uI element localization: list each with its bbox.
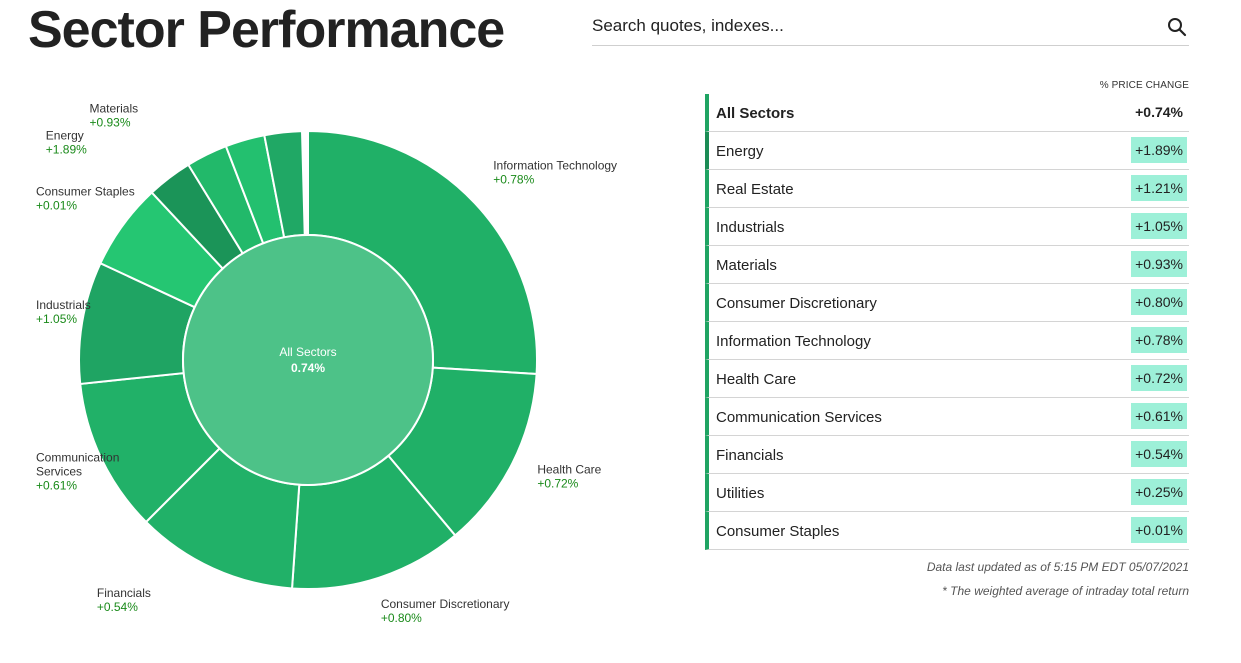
segment-label-name: Communication	[36, 450, 119, 464]
table-row[interactable]: Energy +1.89%	[705, 132, 1189, 170]
row-name: Consumer Staples	[716, 523, 840, 540]
row-value: +0.80%	[1131, 289, 1187, 315]
row-value: +0.25%	[1131, 479, 1187, 505]
page-title: Sector Performance	[28, 1, 505, 59]
row-name: Communication Services	[716, 409, 882, 426]
weighted-average-note: * The weighted average of intraday total…	[942, 584, 1189, 598]
sector-sunburst-chart: All Sectors 0.74% Information Technology…	[36, 102, 617, 625]
segment-label-name: Health Care	[537, 463, 601, 477]
segment-label-name: Financials	[97, 586, 151, 600]
row-value: +0.93%	[1131, 251, 1187, 277]
search-bar[interactable]	[592, 8, 1189, 46]
segment-label-value: +1.05%	[36, 312, 77, 326]
row-value: +0.01%	[1131, 517, 1187, 543]
segment-label-value: +0.78%	[493, 172, 534, 186]
table-row[interactable]: Communication Services +0.61%	[705, 398, 1189, 436]
segment-label-name: Energy	[46, 129, 84, 143]
row-value: +1.21%	[1131, 175, 1187, 201]
table-row[interactable]: Materials +0.93%	[705, 246, 1189, 284]
segment-label: Consumer Discretionary+0.80%	[381, 597, 510, 625]
row-name: Information Technology	[716, 333, 871, 350]
table-row[interactable]: Real Estate +1.21%	[705, 170, 1189, 208]
row-name: Industrials	[716, 219, 785, 236]
segment-label-name: Services	[36, 464, 82, 478]
price-change-header: % PRICE CHANGE	[1099, 80, 1189, 91]
segment-label: Consumer Staples+0.01%	[36, 184, 135, 212]
table-row[interactable]: Financials +0.54%	[705, 436, 1189, 474]
row-name: Real Estate	[716, 181, 794, 198]
row-value: +1.05%	[1131, 213, 1187, 239]
search-input[interactable]	[592, 14, 1152, 38]
search-icon[interactable]	[1167, 17, 1187, 37]
table-row[interactable]: Information Technology +0.78%	[705, 322, 1189, 360]
sector-table: % PRICE CHANGE All Sectors +0.74% Energy…	[705, 80, 1189, 550]
center-circle[interactable]	[182, 234, 434, 486]
row-value: +0.74%	[1135, 104, 1183, 120]
segment-label-value: +0.72%	[537, 477, 578, 491]
row-name: Materials	[716, 257, 777, 274]
row-value: +1.89%	[1131, 137, 1187, 163]
segment-label: Energy+1.89%	[46, 129, 87, 157]
row-value: +0.78%	[1131, 327, 1187, 353]
segment-label: Financials+0.54%	[97, 586, 151, 614]
table-row[interactable]: Health Care +0.72%	[705, 360, 1189, 398]
segment-label-value: +0.93%	[89, 116, 130, 130]
segment-label: Materials+0.93%	[89, 102, 138, 130]
table-row[interactable]: Consumer Discretionary +0.80%	[705, 284, 1189, 322]
segment-label-name: Consumer Discretionary	[381, 597, 510, 611]
row-name: Utilities	[716, 485, 765, 502]
segment-label-value: +0.54%	[97, 600, 138, 614]
row-name: All Sectors	[716, 105, 795, 122]
center-value: 0.74%	[291, 361, 325, 375]
row-name: Financials	[716, 447, 784, 464]
segment-label-name: Industrials	[36, 298, 91, 312]
segment-label-name: Consumer Staples	[36, 184, 135, 198]
segment-label: Information Technology+0.78%	[493, 158, 617, 186]
table-row-all-sectors[interactable]: All Sectors +0.74%	[705, 94, 1189, 132]
segment-label-name: Materials	[89, 102, 138, 116]
segment-label-name: Information Technology	[493, 158, 617, 172]
table-row[interactable]: Utilities +0.25%	[705, 474, 1189, 512]
segment-label: Industrials+1.05%	[36, 298, 91, 326]
segment-label: Health Care+0.72%	[537, 463, 601, 491]
row-name: Health Care	[716, 371, 797, 388]
row-value: +0.54%	[1131, 441, 1187, 467]
center-label: All Sectors	[279, 345, 336, 359]
row-value: +0.61%	[1131, 403, 1187, 429]
table-row[interactable]: Consumer Staples +0.01%	[705, 512, 1189, 550]
row-name: Energy	[716, 143, 764, 160]
row-name: Consumer Discretionary	[716, 295, 877, 312]
segment-label-value: +1.89%	[46, 143, 87, 157]
segment-label-value: +0.01%	[36, 198, 77, 212]
row-value: +0.72%	[1131, 365, 1187, 391]
segment-label-value: +0.61%	[36, 478, 77, 492]
table-row[interactable]: Industrials +1.05%	[705, 208, 1189, 246]
last-updated-note: Data last updated as of 5:15 PM EDT 05/0…	[926, 560, 1189, 574]
segment-label-value: +0.80%	[381, 611, 422, 625]
